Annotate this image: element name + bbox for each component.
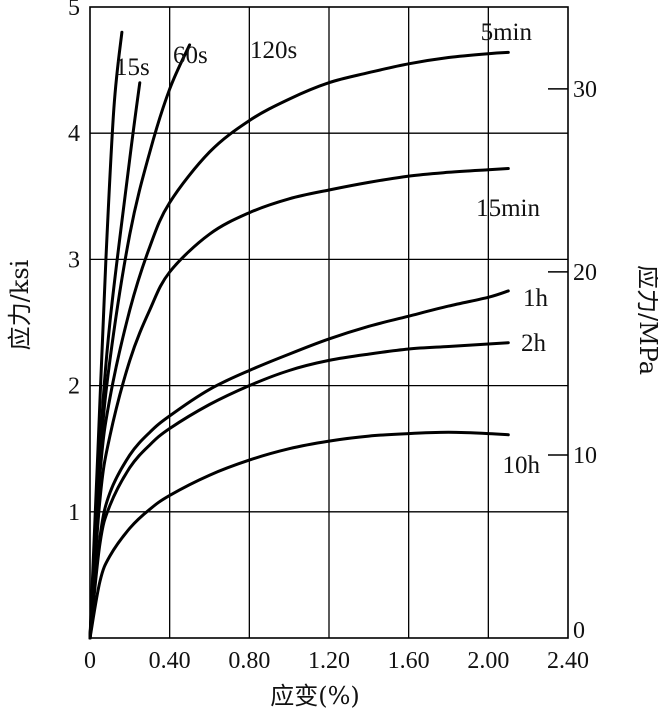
- y2-tick-label: 30: [573, 77, 597, 103]
- x-tick-label: 0.40: [149, 648, 191, 674]
- y2-axis-title: 应力/MPa: [634, 265, 658, 375]
- y-tick-label: 3: [68, 247, 80, 273]
- series-label-120s: 120s: [250, 37, 297, 64]
- plot-frame: [89, 6, 569, 639]
- series-label-15s: 15s: [115, 54, 150, 81]
- y-tick-label: 5: [68, 0, 80, 21]
- series-label-2h: 2h: [521, 330, 547, 357]
- tick-labels: 0 0.40 0.80 1.20 1.60 2.00 2.40 1 2 3 4 5 0 10 20 30: [68, 0, 597, 674]
- y2-tick-label: 0: [573, 618, 585, 644]
- curves: [88, 30, 510, 640]
- x-tick-label: 1.60: [388, 648, 430, 674]
- y-tick-label: 4: [68, 121, 80, 147]
- y-axis-title: 应力/ksi: [6, 259, 34, 350]
- series-line-120s: [88, 43, 192, 640]
- x-tick-label: 2.00: [467, 648, 509, 674]
- series-label-5min: 5min: [481, 19, 533, 46]
- y2-tick-label: 10: [573, 443, 597, 469]
- series-label-1h: 1h: [523, 285, 549, 312]
- series-label-10h: 10h: [503, 452, 541, 479]
- y-tick-label: 2: [68, 374, 80, 400]
- x-tick-label: 0.80: [228, 648, 270, 674]
- series-line-10h: [88, 430, 510, 640]
- series-line-15min: [88, 167, 510, 640]
- y-tick-label: 1: [68, 500, 80, 526]
- series-line-1h: [88, 289, 510, 640]
- grid: [90, 7, 568, 638]
- series-line-2h: [88, 341, 510, 640]
- curve-labels: 15s 60s 120s 5min 15min 1h 2h 10h: [115, 19, 549, 479]
- x-axis-title: 应变(%): [270, 682, 360, 710]
- x-tick-label: 2.40: [547, 648, 589, 674]
- tick-marks: [548, 88, 568, 456]
- series-label-60s: 60s: [173, 42, 208, 69]
- series-label-15min: 15min: [476, 195, 540, 222]
- series-line-5min: [88, 50, 510, 640]
- x-tick-label: 1.20: [308, 648, 350, 674]
- y2-tick-label: 20: [573, 260, 597, 286]
- x-tick-label: 0: [84, 648, 96, 674]
